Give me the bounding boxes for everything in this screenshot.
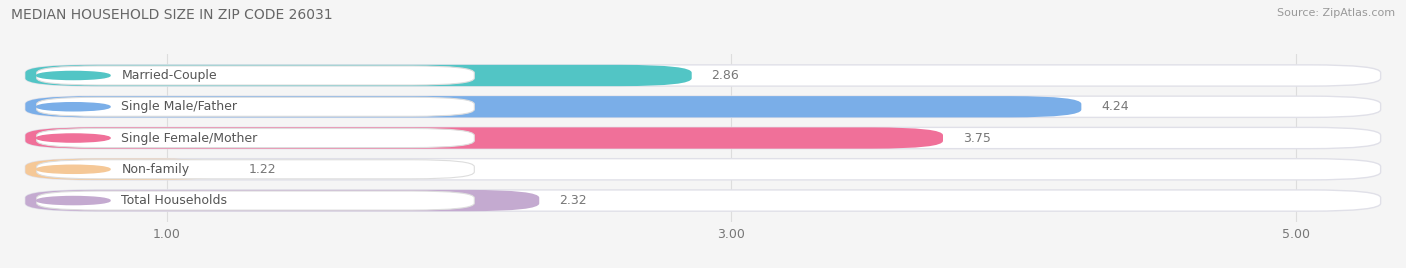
FancyBboxPatch shape [25,65,1381,86]
Circle shape [37,165,110,173]
FancyBboxPatch shape [25,190,540,211]
Text: 4.24: 4.24 [1101,100,1129,113]
FancyBboxPatch shape [25,65,692,86]
Circle shape [37,196,110,205]
FancyBboxPatch shape [37,97,474,116]
FancyBboxPatch shape [25,159,229,180]
Text: Married-Couple: Married-Couple [121,69,217,82]
Text: Total Households: Total Households [121,194,228,207]
Text: 3.75: 3.75 [963,132,991,144]
Text: Non-family: Non-family [121,163,190,176]
Text: Single Male/Father: Single Male/Father [121,100,238,113]
Circle shape [37,72,110,80]
Text: 2.32: 2.32 [560,194,586,207]
FancyBboxPatch shape [25,127,943,149]
FancyBboxPatch shape [37,66,474,85]
FancyBboxPatch shape [25,96,1081,117]
FancyBboxPatch shape [25,96,1381,117]
FancyBboxPatch shape [37,191,474,210]
FancyBboxPatch shape [37,160,474,179]
FancyBboxPatch shape [25,190,1381,211]
FancyBboxPatch shape [25,127,1381,149]
Circle shape [37,103,110,111]
Text: Source: ZipAtlas.com: Source: ZipAtlas.com [1277,8,1395,18]
FancyBboxPatch shape [25,159,1381,180]
Text: 2.86: 2.86 [711,69,740,82]
Text: MEDIAN HOUSEHOLD SIZE IN ZIP CODE 26031: MEDIAN HOUSEHOLD SIZE IN ZIP CODE 26031 [11,8,333,22]
FancyBboxPatch shape [37,128,474,148]
Text: 1.22: 1.22 [249,163,276,176]
Text: Single Female/Mother: Single Female/Mother [121,132,257,144]
Circle shape [37,134,110,142]
